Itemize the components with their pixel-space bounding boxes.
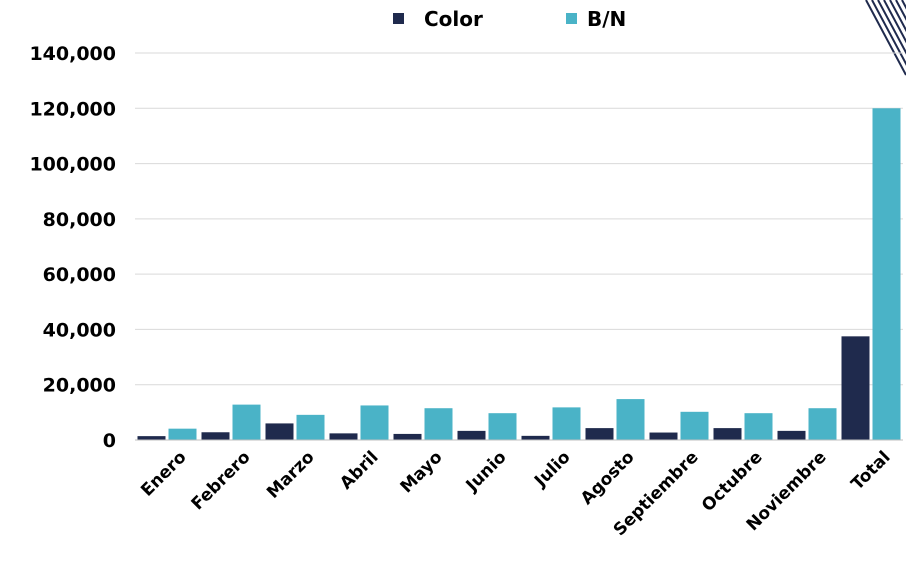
- x-tick-label: Total: [848, 447, 895, 494]
- bar-b-n-junio: [488, 413, 517, 440]
- x-tick-label: Marzo: [263, 447, 318, 502]
- bar-color-junio: [457, 430, 486, 440]
- x-tick-label: Junio: [462, 447, 511, 496]
- y-tick-label: 0: [103, 430, 116, 452]
- legend-swatch-bn: [566, 13, 577, 24]
- x-tick-label: Octubre: [698, 447, 766, 515]
- y-tick-label: 140,000: [29, 43, 116, 65]
- bar-color-mayo: [393, 433, 422, 440]
- decoration-stripe: [883, 0, 906, 44]
- bar-b-n-enero: [168, 428, 197, 440]
- gridlines: [135, 52, 903, 386]
- bar-b-n-febrero: [232, 404, 261, 440]
- bar-b-n-agosto: [616, 399, 645, 440]
- bar-color-julio: [521, 435, 550, 440]
- y-tick-label: 120,000: [29, 98, 116, 120]
- legend-label-bn: B/N: [587, 7, 626, 31]
- bar-b-n-marzo: [296, 414, 325, 440]
- y-tick-label: 60,000: [43, 264, 116, 286]
- bar-color-enero: [137, 436, 166, 440]
- bar-b-n-total: [872, 108, 901, 441]
- bar-color-abril: [329, 433, 358, 440]
- x-tick-label: Mayo: [397, 447, 447, 497]
- bar-color-octubre: [713, 428, 742, 440]
- bar-color-agosto: [585, 428, 614, 440]
- bar-color-septiembre: [649, 432, 678, 440]
- bar-b-n-septiembre: [680, 411, 709, 440]
- y-tick-label: 80,000: [43, 209, 116, 231]
- y-tick-label: 100,000: [29, 154, 116, 176]
- y-tick-label: 20,000: [43, 375, 116, 397]
- legend-label-color: Color: [424, 7, 483, 31]
- decoration-stripe: [865, 0, 906, 76]
- decoration-stripe: [877, 0, 906, 55]
- bar-b-n-abril: [360, 405, 389, 440]
- bar-color-total: [841, 336, 870, 440]
- x-tick-label: Febrero: [188, 447, 255, 514]
- x-tick-label: Abril: [336, 447, 382, 493]
- bar-b-n-noviembre: [808, 408, 837, 440]
- bar-b-n-octubre: [744, 413, 773, 440]
- bar-b-n-mayo: [424, 408, 453, 440]
- bar-color-noviembre: [777, 430, 806, 440]
- legend-swatch-color: [393, 13, 404, 24]
- x-tick-label: Enero: [137, 447, 190, 500]
- diagonal-stripes-decoration: [865, 0, 906, 76]
- x-tick-label: Agosto: [577, 447, 638, 508]
- bar-b-n-julio: [552, 407, 581, 440]
- decoration-stripe: [871, 0, 906, 66]
- legend: Color B/N: [393, 7, 626, 31]
- decoration-stripe: [889, 0, 906, 33]
- y-axis: 0 20,000 40,000 60,000 80,000 100,000 120,000 1…: [29, 43, 116, 452]
- bar-color-febrero: [201, 432, 230, 440]
- decoration-stripe: [895, 0, 906, 21]
- bars: [137, 108, 901, 441]
- y-tick-label: 40,000: [43, 319, 116, 341]
- x-tick-label: Julio: [530, 447, 574, 491]
- bar-color-marzo: [265, 423, 294, 440]
